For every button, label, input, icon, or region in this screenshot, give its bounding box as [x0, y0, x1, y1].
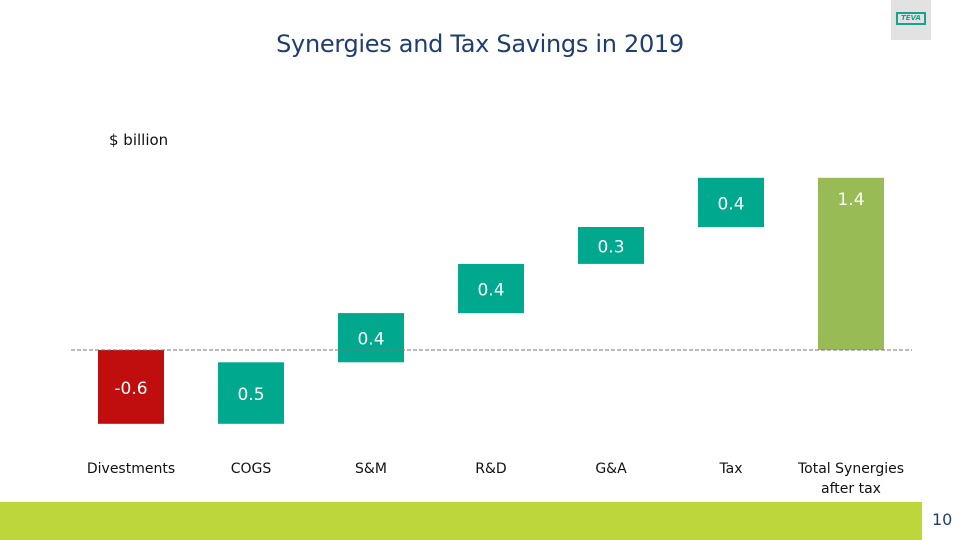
data-label: -0.6 [114, 379, 147, 399]
data-label: 1.4 [837, 190, 864, 210]
bar-s-m [338, 313, 404, 363]
category-label: Divestments [87, 461, 175, 477]
category-label: Total Synergies after tax [797, 461, 904, 497]
teva-logo-text: TEVA [896, 12, 926, 25]
category-label: Tax [718, 461, 742, 477]
data-labels-group: -0.6 0.5 0.4 0.4 0.3 0.4 1.4 [114, 190, 864, 405]
bar-tax [698, 177, 764, 227]
data-label: 0.4 [717, 194, 744, 214]
category-label: G&A [595, 461, 627, 477]
bar-g-a [578, 227, 644, 264]
page-number: 10 [932, 510, 953, 529]
data-label: 0.5 [237, 385, 264, 405]
category-label: R&D [475, 461, 506, 477]
slide-title: Synergies and Tax Savings in 2019 [276, 30, 684, 58]
category-label: COGS [231, 461, 272, 477]
data-label: 0.3 [597, 237, 624, 257]
bar-divestments [98, 350, 164, 424]
category-label: S&M [355, 461, 387, 477]
bar-total-synergies-after-tax [818, 177, 884, 350]
bar-r-d [458, 263, 524, 314]
teva-logo: TEVA [891, 0, 931, 40]
footer-bar [0, 502, 922, 540]
data-label: 0.4 [477, 281, 504, 301]
category-labels-group: Divestments COGS S&M R&D G&A Tax Total Synergi… [87, 461, 904, 497]
bars-group [98, 177, 884, 424]
bar-cogs [218, 362, 284, 424]
unit-label: $ billion [109, 131, 169, 149]
data-label: 0.4 [357, 330, 384, 350]
